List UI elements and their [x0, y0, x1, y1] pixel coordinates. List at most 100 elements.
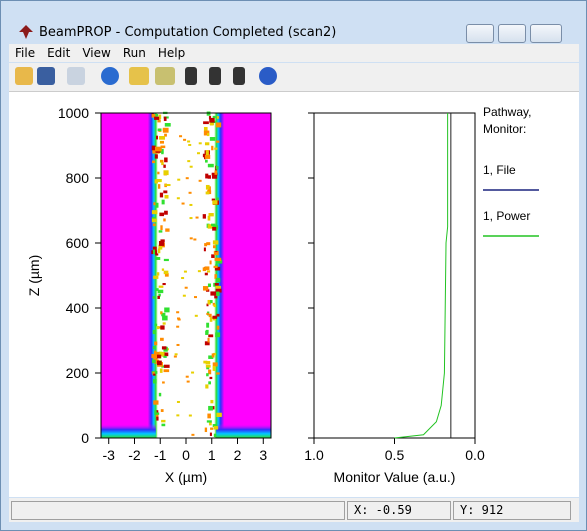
field-speck — [155, 413, 159, 418]
field-speck — [211, 223, 216, 226]
field-speck — [216, 116, 219, 119]
field-speck — [152, 329, 157, 335]
field-speck — [213, 352, 217, 356]
field-speck — [153, 275, 159, 279]
field-speck — [209, 432, 212, 436]
field-speck — [161, 268, 165, 271]
menu-item[interactable]: Run — [122, 46, 146, 60]
field-speck — [158, 240, 165, 246]
field-speck — [151, 160, 156, 164]
field-speck — [158, 244, 163, 250]
field-speck — [203, 130, 210, 136]
window-title: BeamPROP - Computation Completed (scan2) — [39, 25, 337, 40]
run-green-button[interactable] — [233, 67, 245, 85]
minimize-button[interactable] — [466, 24, 494, 43]
field-speck — [216, 259, 223, 264]
run-red-button[interactable] — [185, 67, 197, 85]
field-speck — [155, 288, 159, 291]
field-speck — [206, 242, 211, 246]
field-speck — [214, 293, 218, 299]
field-speck — [164, 210, 168, 215]
field-speck — [174, 353, 178, 356]
field-speck — [186, 380, 190, 383]
field-speck — [204, 142, 210, 146]
field-speck — [208, 334, 214, 338]
field-speck — [154, 323, 158, 327]
field-speck — [156, 114, 159, 117]
field-speck — [155, 135, 159, 140]
field-speck — [212, 245, 216, 249]
x-tick-label: 1 — [208, 447, 216, 463]
field-speck — [208, 213, 214, 217]
multi-button[interactable] — [155, 67, 175, 85]
field-speck — [158, 114, 162, 120]
field-speck — [163, 190, 168, 194]
field-speck — [157, 289, 164, 294]
y-tick-label: 0 — [81, 430, 89, 446]
run-yellow-button[interactable] — [209, 67, 221, 85]
field-speck — [196, 152, 200, 155]
field-speck — [188, 414, 192, 417]
field-speck — [160, 311, 163, 315]
field-speck — [162, 381, 165, 384]
menu-item[interactable]: Help — [157, 46, 186, 60]
field-speck — [207, 337, 210, 343]
field-speck — [177, 178, 181, 181]
field-speck — [208, 313, 212, 318]
field-speck — [205, 150, 209, 155]
menu-item[interactable]: File — [15, 46, 36, 60]
scan-button[interactable] — [129, 67, 149, 85]
toolbar — [9, 63, 579, 92]
menu-item[interactable]: Edit — [47, 46, 71, 60]
help-button[interactable] — [259, 67, 277, 85]
field-speck — [215, 288, 222, 293]
field-speck — [157, 119, 161, 123]
copy-button[interactable] — [67, 67, 85, 85]
field-speck — [164, 123, 171, 127]
refresh-button[interactable] — [101, 67, 119, 85]
field-speck — [208, 381, 211, 385]
field-speck — [187, 160, 191, 163]
field-speck — [163, 270, 169, 275]
field-speck — [164, 307, 170, 313]
field-speck — [157, 295, 160, 299]
field-speck — [216, 140, 220, 143]
field-speck — [203, 360, 208, 364]
field-speck — [162, 351, 166, 357]
close-button[interactable] — [530, 24, 562, 43]
field-speck — [163, 258, 169, 262]
open-button[interactable] — [15, 67, 33, 85]
field-speck — [160, 239, 165, 243]
field-speck — [210, 399, 214, 404]
field-speck — [152, 246, 157, 251]
field-speck — [207, 132, 210, 137]
field-speck — [156, 360, 162, 366]
field-speck — [152, 359, 156, 364]
field-speck — [160, 337, 164, 341]
field-speck — [173, 355, 177, 358]
field-speck — [159, 140, 165, 144]
field-speck — [152, 379, 157, 384]
field-speck — [212, 240, 219, 245]
field-speck — [208, 369, 212, 375]
field-speck — [161, 423, 166, 427]
status-x: X: -0.59 — [347, 501, 451, 520]
field-speck — [176, 325, 180, 328]
field-speck — [163, 218, 166, 222]
field-speck — [183, 138, 187, 141]
field-speck — [206, 270, 211, 273]
field-speck — [206, 373, 209, 377]
legend-title: Monitor: — [483, 122, 526, 136]
field-speck — [198, 179, 202, 182]
field-speck — [164, 194, 169, 199]
menu-item[interactable]: View — [82, 46, 111, 60]
field-speck — [211, 254, 215, 258]
field-speck — [205, 361, 211, 365]
maximize-button[interactable] — [498, 24, 526, 43]
field-speck — [215, 285, 221, 289]
field-speck — [152, 371, 155, 376]
field-speck — [176, 197, 180, 200]
field-speck — [163, 369, 170, 373]
field-speck — [203, 126, 208, 132]
save-button[interactable] — [37, 67, 55, 85]
